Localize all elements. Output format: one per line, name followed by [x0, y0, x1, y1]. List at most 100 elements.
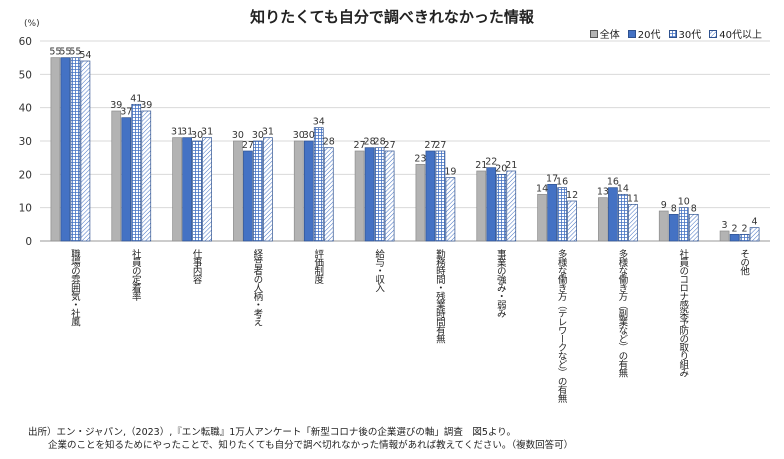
gridlines	[40, 40, 770, 242]
data-label-6-series-1: 27	[354, 140, 366, 151]
bar-5-series-4	[323, 147, 334, 242]
data-label-10-series-2: 16	[607, 177, 619, 188]
data-label-1-series-1: 55	[49, 47, 61, 58]
bar-4-series-1	[233, 140, 243, 242]
data-label-5-series-4: 28	[323, 137, 335, 148]
bar-8-series-4	[506, 170, 517, 242]
bar-5-series-2	[303, 140, 314, 242]
data-label-8-series-4: 21	[505, 160, 517, 171]
legend-item-40s-plus: 40代以上	[709, 26, 762, 41]
legend-item-20s: 20代	[627, 26, 661, 41]
bar-8-series-1	[476, 170, 487, 242]
bar-2-series-4	[141, 110, 152, 242]
bar-7-series-3	[435, 150, 446, 242]
y-tick-label-50: 50	[19, 69, 32, 81]
data-label-11-series-3: 10	[678, 197, 690, 208]
bar-11-series-3	[678, 207, 689, 242]
bar-4-series-2	[243, 150, 253, 242]
bar-2-series-3	[131, 103, 142, 242]
bar-2-series-2	[121, 117, 132, 242]
data-label-2-series-1: 39	[110, 100, 122, 111]
bar-1-series-4	[80, 60, 91, 242]
y-axis: 0 10 20 30 40 50 60	[19, 36, 32, 248]
data-label-9-series-1: 14	[536, 183, 548, 194]
bar-9-series-4	[567, 200, 577, 242]
bar-9-series-3	[557, 187, 567, 242]
survey-question-note: 企業のことを知るためにやったことで、知りたくても自分で調べ切れなかった情報があれ…	[48, 440, 574, 451]
data-label-11-series-4: 8	[691, 203, 697, 214]
data-label-3-series-4: 31	[201, 127, 213, 138]
data-label-1-series-4: 54	[79, 50, 91, 61]
data-label-6-series-2: 28	[364, 137, 376, 148]
bar-8-series-3	[496, 173, 507, 242]
bar-11-series-1	[658, 210, 669, 242]
data-label-6-series-3: 28	[374, 137, 386, 148]
data-label-12-series-4: 4	[752, 217, 758, 228]
x-category-label-5: 評価制度	[312, 248, 324, 285]
data-label-3-series-2: 31	[181, 127, 193, 138]
bar-10-series-3	[618, 193, 628, 242]
data-label-5-series-2: 30	[303, 130, 315, 141]
legend-swatch-30s	[668, 29, 677, 38]
x-category-label-12: その他	[738, 249, 750, 276]
legend-swatch-overall	[589, 29, 598, 38]
bar-4-series-4	[263, 137, 273, 242]
data-label-7-series-3: 27	[434, 140, 446, 151]
x-category-label-2: 社員の定着率	[130, 248, 142, 302]
chart-title: 知りたくても自分で調べきれなかった情報	[250, 8, 534, 26]
bar-5-series-1	[293, 140, 304, 242]
data-label-6-series-4: 27	[384, 140, 396, 151]
data-label-10-series-4: 11	[627, 193, 639, 204]
data-label-9-series-2: 17	[546, 173, 558, 184]
data-label-7-series-1: 23	[414, 153, 426, 164]
data-label-7-series-2: 27	[424, 140, 436, 151]
data-label-10-series-1: 13	[597, 187, 609, 198]
x-category-label-7: 勤務時間・残業時間有無	[434, 248, 446, 344]
legend: 全体 20代 30代 40代以上	[589, 26, 762, 41]
x-category-label-1: 職場の雰囲気・社風	[69, 249, 81, 327]
data-label-3-series-3: 30	[191, 130, 203, 141]
x-category-label-10: 多様な働き方（副業など）の有無	[616, 248, 628, 378]
data-label-12-series-1: 3	[722, 220, 728, 231]
y-tick-label-10: 10	[19, 203, 32, 215]
bar-6-series-1	[354, 150, 365, 242]
bar-1-series-1	[50, 57, 61, 242]
x-category-label-11: 社員のコロナ感染予防の取り組み	[677, 248, 689, 377]
bar-6-series-3	[374, 147, 385, 242]
data-label-2-series-3: 41	[130, 93, 142, 104]
bar-10-series-1	[598, 197, 608, 242]
bar-7-series-2	[425, 150, 436, 242]
bar-10-series-4	[628, 203, 638, 242]
bar-6-series-4	[384, 150, 395, 242]
data-label-2-series-4: 39	[140, 100, 152, 111]
bar-9-series-2	[547, 183, 557, 242]
data-label-9-series-3: 16	[556, 177, 568, 188]
bar-5-series-3	[313, 127, 324, 242]
data-label-12-series-3: 2	[742, 223, 748, 234]
legend-item-overall: 全体	[589, 26, 620, 41]
source-note: 出所）エン・ジャパン,（2023）,『エン転職』1万人アンケート「新型コロナ後の…	[28, 427, 517, 438]
data-label-4-series-3: 30	[252, 130, 264, 141]
y-tick-label-20: 20	[19, 169, 32, 181]
legend-label-40s-plus: 40代以上	[719, 30, 762, 41]
bar-7-series-1	[415, 163, 426, 242]
data-label-11-series-2: 8	[671, 203, 677, 214]
data-label-10-series-3: 14	[617, 183, 629, 194]
data-label-8-series-2: 22	[485, 157, 497, 168]
bar-3-series-1	[172, 137, 182, 242]
data-label-4-series-2: 27	[242, 140, 254, 151]
y-tick-label-60: 60	[19, 36, 32, 48]
y-axis-unit-label: (%)	[24, 19, 40, 29]
bar-7-series-4	[445, 177, 456, 242]
x-category-label-6: 給与・収入	[373, 248, 385, 292]
data-label-4-series-4: 31	[262, 127, 274, 138]
bar-12-series-4	[749, 227, 760, 242]
x-category-label-9: 多様な働き方（テレワークなど）の有無	[556, 248, 568, 404]
x-axis: 職場の雰囲気・社風 社員の定着率 仕事内容 経営者の人柄・考え 評価制度 給与・収入 勤務時…	[69, 248, 750, 404]
x-category-label-8: 事業の強み・弱み	[495, 248, 507, 318]
bar-2-series-1	[111, 110, 122, 242]
data-label-2-series-2: 37	[120, 107, 132, 118]
bar-6-series-2	[364, 147, 375, 242]
